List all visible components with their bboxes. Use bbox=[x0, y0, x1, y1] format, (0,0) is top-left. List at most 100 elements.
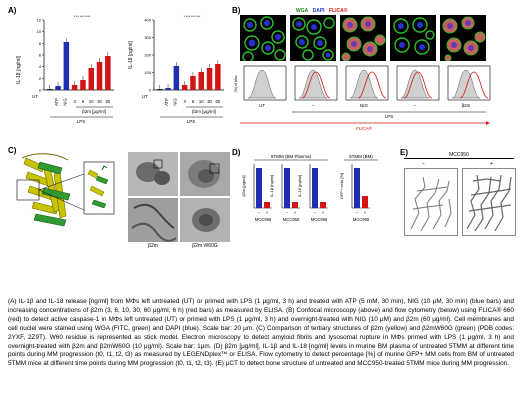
bar bbox=[190, 76, 196, 90]
bar bbox=[215, 64, 221, 90]
y-tick-label: 12 bbox=[37, 18, 42, 23]
bar bbox=[47, 89, 53, 90]
legend-flica: FLICA® bbox=[328, 8, 348, 14]
confocal-cells-lps bbox=[292, 17, 335, 61]
uct-image-mcc950 bbox=[462, 168, 516, 236]
confocal-image-b2m bbox=[440, 15, 486, 62]
bar-untreated bbox=[354, 168, 360, 208]
y-tick-label: 100 bbox=[144, 70, 151, 75]
bar bbox=[55, 86, 61, 90]
bar bbox=[71, 85, 78, 90]
d-minus-label: − bbox=[286, 210, 289, 215]
e-title-rule bbox=[404, 158, 514, 159]
em-zoom-b2mw60g bbox=[192, 208, 220, 232]
d-plus-label: + bbox=[266, 210, 269, 215]
em-image-b2m-zoom bbox=[128, 198, 178, 242]
legend-dapi: DAPI bbox=[312, 8, 325, 14]
d-minus-label: − bbox=[356, 210, 359, 215]
x-category-label: 6 bbox=[82, 99, 85, 104]
y-tick-label: 4 bbox=[39, 64, 42, 69]
d-y-axis-label: β2m [μg/ml] bbox=[241, 175, 246, 196]
em-cell-b2m-top bbox=[136, 159, 170, 185]
flow-label-minus-1: − bbox=[312, 103, 315, 108]
y-tick-label: 300 bbox=[144, 35, 151, 40]
bar bbox=[157, 89, 163, 90]
bar bbox=[96, 62, 103, 90]
d-group-title-plasma: 5TMM (BM Plasma) bbox=[271, 154, 312, 159]
bar bbox=[88, 68, 94, 90]
d-mcc950-label: MCC950 bbox=[311, 217, 328, 222]
uct-bone-mcc950 bbox=[466, 174, 512, 232]
x-category-label: ATP bbox=[54, 98, 59, 106]
bar bbox=[63, 42, 70, 90]
histogram-flica bbox=[357, 71, 387, 99]
confocal-cells-b2m-lps bbox=[393, 17, 435, 55]
y-tick-label: 200 bbox=[144, 53, 151, 58]
panel-d-letter: D) bbox=[232, 148, 241, 157]
bar-untreated bbox=[256, 168, 262, 208]
d-mcc950-label: MCC950 bbox=[255, 217, 272, 222]
x-category-label: 10 bbox=[89, 99, 94, 104]
legend-wga: WGA bbox=[296, 8, 309, 14]
y-tick-label: 10 bbox=[37, 29, 42, 34]
x-category-label: NIG bbox=[62, 98, 67, 105]
il1b-ut-label: UT bbox=[32, 94, 38, 99]
em-label-b2m: β2m bbox=[148, 243, 158, 249]
histogram-control bbox=[247, 69, 277, 99]
bar-mcc950 bbox=[292, 202, 298, 208]
x-category-label: 60 bbox=[106, 99, 111, 104]
d-y-axis-label: IL-1β [ng/ml] bbox=[269, 175, 274, 197]
d-group-title-bm: 5TMM (BM) bbox=[349, 154, 373, 159]
histogram-control bbox=[451, 69, 481, 99]
em-image-b2mw60g-top bbox=[180, 152, 230, 196]
y-tick-label: 400 bbox=[144, 18, 151, 23]
em-label-b2mw60g: β2m W60G bbox=[192, 243, 218, 249]
bar bbox=[173, 66, 180, 90]
protein-structure-image bbox=[16, 153, 115, 227]
bar bbox=[181, 85, 188, 90]
e-title: MCC950 bbox=[449, 152, 469, 158]
confocal-cells-ut bbox=[242, 16, 286, 63]
bar-untreated bbox=[284, 168, 290, 208]
panel-e-letter: E) bbox=[400, 148, 408, 157]
y-tick-label: 0 bbox=[149, 88, 152, 93]
x-category-label: 3 bbox=[73, 99, 76, 104]
bar-untreated bbox=[312, 168, 318, 208]
y-tick-label: 6 bbox=[39, 53, 42, 58]
flow-label-minus-2: − bbox=[414, 103, 417, 108]
flow-lps-label: LPS bbox=[385, 114, 394, 119]
confocal-image-b2m-lps bbox=[390, 15, 436, 61]
panel-d-figure: 5TMM (BM Plasma) 5TMM (BM) β2m [μg/ml]− +… bbox=[241, 154, 378, 222]
panel-a-figure: IL-1β [ng/ml] 0 2 4 6 8 10 12 * ** *** **** UT… bbox=[16, 15, 224, 124]
x-category-label: 3 bbox=[183, 99, 186, 104]
bar bbox=[80, 80, 86, 90]
bar bbox=[198, 72, 204, 90]
d-minus-label: − bbox=[258, 210, 261, 215]
panel-b-letter: B) bbox=[232, 6, 241, 15]
x-category-label: 30 bbox=[207, 99, 212, 104]
il18-stars: * *** *** *** bbox=[184, 15, 201, 19]
il18-y-axis-label: IL-18 [pg/ml] bbox=[128, 40, 134, 68]
il18-group-title: β2m [μg/ml] bbox=[192, 109, 216, 114]
x-category-label: 60 bbox=[216, 99, 221, 104]
x-category-label: 6 bbox=[192, 99, 195, 104]
il18-ut-label: UT bbox=[142, 94, 148, 99]
e-plus-label: + bbox=[490, 161, 493, 167]
d-chart: IL-18 [pg/ml]− +MCC950 bbox=[297, 164, 328, 222]
d-plus-label: + bbox=[322, 210, 325, 215]
em-zoom-b2m bbox=[131, 203, 177, 242]
il18-lps-label: LPS bbox=[187, 119, 196, 124]
il18-chart: IL-18 [pg/ml] 0 100 200 300 400 * *** *** **… bbox=[128, 15, 224, 124]
flow-label-ut: UT bbox=[259, 103, 265, 108]
bar-mcc950 bbox=[362, 196, 368, 208]
histogram-control bbox=[349, 69, 379, 99]
il1b-y-axis-label: IL-1β [ng/ml] bbox=[16, 55, 22, 83]
bar bbox=[105, 56, 111, 90]
em-image-b2m-top bbox=[128, 152, 178, 196]
histogram-flica bbox=[459, 71, 489, 99]
uct-image-untreated bbox=[404, 168, 458, 236]
confocal-cells-b2m bbox=[442, 16, 486, 62]
x-category-label: ATP bbox=[164, 98, 169, 106]
d-y-axis-label: GFP+ cells [%] bbox=[339, 173, 344, 200]
d-chart: GFP+ cells [%] − + MCC950 bbox=[339, 164, 370, 222]
